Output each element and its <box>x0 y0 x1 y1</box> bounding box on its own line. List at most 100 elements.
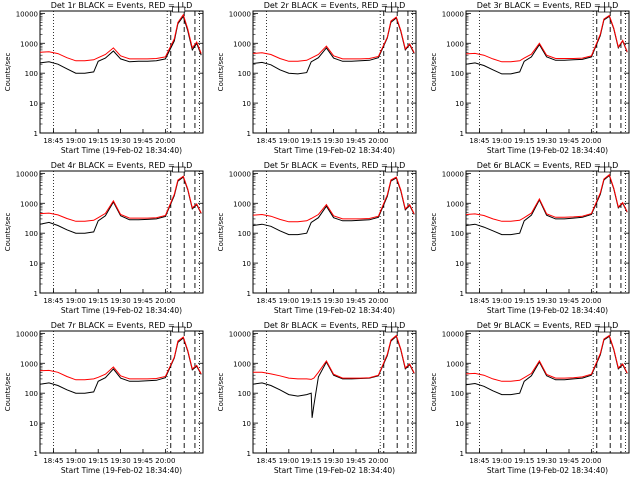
series-line-lld <box>39 175 202 222</box>
series-line-events <box>465 335 628 396</box>
y-axis-label: Counts/sec <box>430 53 438 92</box>
x-tick-label: 19:30 <box>324 457 344 465</box>
y-tick-label: 100 <box>238 70 251 78</box>
x-tick-label: 19:15 <box>301 137 321 145</box>
chart-panel-3: Det 3r BLACK = Events, RED = LLD 1 10 100 10… <box>430 1 630 155</box>
x-tick-label: 18:45 <box>43 297 63 305</box>
chart-panel-1: Det 1r BLACK = Events, RED = LLD 1 10 100 10… <box>4 1 204 155</box>
flare-marker-box <box>604 6 612 13</box>
plot-frame <box>39 330 204 454</box>
x-tick-label: 18:45 <box>256 457 276 465</box>
x-tick-label: 19:45 <box>133 137 153 145</box>
series-line-lld <box>39 336 202 381</box>
x-tick-label: 19:00 <box>492 297 512 305</box>
flare-marker-box <box>391 166 399 173</box>
chart-title: Det 6r BLACK = Events, RED = LLD <box>477 161 619 170</box>
y-tick-label: 10000 <box>442 10 464 18</box>
x-tick-label: 19:15 <box>514 457 534 465</box>
y-tick-label: 1000 <box>233 360 251 368</box>
flare-marker-box <box>604 166 612 173</box>
x-tick-label: 20:00 <box>581 457 601 465</box>
chart-panel-6: Det 6r BLACK = Events, RED = LLD 1 10 100 10… <box>430 161 630 315</box>
y-tick-label: 1 <box>247 290 251 298</box>
x-tick-label: 19:00 <box>66 137 86 145</box>
x-tick-label: 18:45 <box>469 457 489 465</box>
x-tick-label: 18:45 <box>43 137 63 145</box>
x-tick-label: 20:00 <box>155 457 175 465</box>
flare-marker-box <box>178 6 186 13</box>
y-tick-label: 100 <box>451 390 464 398</box>
flare-marker-box <box>385 6 392 13</box>
y-tick-label: 10 <box>29 260 38 268</box>
x-tick-label: 18:45 <box>43 457 63 465</box>
y-tick-label: 10 <box>455 260 464 268</box>
y-tick-label: 10 <box>455 100 464 108</box>
x-tick-label: 19:30 <box>111 297 131 305</box>
x-tick-label: 20:00 <box>368 457 388 465</box>
x-tick-label: 20:00 <box>581 137 601 145</box>
y-axis-label: Counts/sec <box>217 213 225 252</box>
flare-marker-box <box>385 326 392 333</box>
y-tick-label: 1000 <box>20 200 38 208</box>
chart-title: Det 8r BLACK = Events, RED = LLD <box>264 321 406 330</box>
series-line-lld <box>252 176 415 223</box>
x-tick-label: 19:15 <box>514 137 534 145</box>
x-tick-label: 19:15 <box>88 297 108 305</box>
plot-frame <box>465 170 630 294</box>
y-axis-label: Counts/sec <box>217 373 225 412</box>
x-axis-label: Start Time (19-Feb-02 18:34:40) <box>61 306 182 315</box>
plot-frame <box>252 10 417 134</box>
chart-title: Det 4r BLACK = Events, RED = LLD <box>51 161 193 170</box>
x-tick-label: 19:00 <box>279 137 299 145</box>
y-axis-label: Counts/sec <box>430 373 438 412</box>
x-tick-label: 19:45 <box>133 297 153 305</box>
y-tick-label: 100 <box>25 70 38 78</box>
chart-title: Det 7r BLACK = Events, RED = LLD <box>51 321 193 330</box>
y-axis-label: Counts/sec <box>4 373 12 412</box>
y-tick-label: 100 <box>25 390 38 398</box>
x-tick-label: 19:15 <box>514 297 534 305</box>
y-tick-label: 10000 <box>442 170 464 178</box>
x-tick-label: 19:00 <box>66 457 86 465</box>
chart-panel-9: Det 9r BLACK = Events, RED = LLD 1 10 100 10… <box>430 321 630 475</box>
y-tick-label: 100 <box>25 230 38 238</box>
y-tick-label: 10000 <box>229 10 251 18</box>
x-tick-label: 19:45 <box>559 297 579 305</box>
flare-marker-box <box>385 166 392 173</box>
flare-marker-box <box>604 326 612 333</box>
chart-panel-7: Det 7r BLACK = Events, RED = LLD 1 10 100 10… <box>4 321 204 475</box>
x-tick-label: 19:30 <box>324 297 344 305</box>
y-tick-label: 1000 <box>446 40 464 48</box>
x-axis-label: Start Time (19-Feb-02 18:34:40) <box>487 466 608 475</box>
x-tick-label: 19:00 <box>492 457 512 465</box>
chart-title: Det 9r BLACK = Events, RED = LLD <box>477 321 619 330</box>
y-tick-label: 1 <box>34 450 38 458</box>
y-tick-label: 10000 <box>442 330 464 338</box>
y-tick-label: 1 <box>460 130 464 138</box>
x-tick-label: 19:30 <box>324 137 344 145</box>
y-tick-label: 1 <box>247 130 251 138</box>
flare-marker-box <box>178 166 186 173</box>
series-line-events <box>465 15 628 75</box>
series-line-lld <box>465 334 628 382</box>
x-tick-label: 19:45 <box>559 137 579 145</box>
x-tick-label: 20:00 <box>155 137 175 145</box>
chart-panel-5: Det 5r BLACK = Events, RED = LLD 1 10 100 10… <box>217 161 417 315</box>
flare-marker-box <box>598 326 605 333</box>
y-tick-label: 10 <box>242 260 251 268</box>
x-tick-label: 19:30 <box>537 297 557 305</box>
chart-panel-2: Det 2r BLACK = Events, RED = LLD 1 10 100 10… <box>217 1 417 155</box>
x-axis-label: Start Time (19-Feb-02 18:34:40) <box>274 466 395 475</box>
flare-marker-box <box>391 6 399 13</box>
plot-frame <box>465 330 630 454</box>
y-tick-label: 10 <box>242 420 251 428</box>
x-tick-label: 19:45 <box>559 457 579 465</box>
flare-marker-box <box>598 166 605 173</box>
y-tick-label: 1000 <box>20 360 38 368</box>
x-tick-label: 18:45 <box>256 137 276 145</box>
x-tick-label: 19:30 <box>537 137 557 145</box>
x-tick-label: 20:00 <box>155 297 175 305</box>
flare-marker-box <box>172 326 179 333</box>
x-tick-label: 20:00 <box>368 137 388 145</box>
x-axis-label: Start Time (19-Feb-02 18:34:40) <box>61 466 182 475</box>
